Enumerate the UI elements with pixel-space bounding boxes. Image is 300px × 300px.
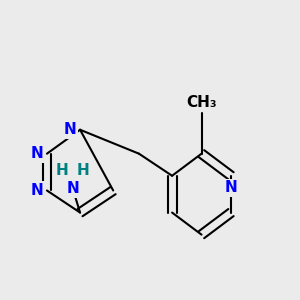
Text: N: N bbox=[64, 122, 76, 137]
Text: N: N bbox=[66, 181, 79, 196]
Text: N: N bbox=[225, 180, 237, 195]
Text: N: N bbox=[31, 146, 43, 161]
Text: CH₃: CH₃ bbox=[186, 94, 217, 110]
Text: H: H bbox=[56, 163, 69, 178]
Text: N: N bbox=[31, 183, 43, 198]
Text: H: H bbox=[76, 163, 89, 178]
